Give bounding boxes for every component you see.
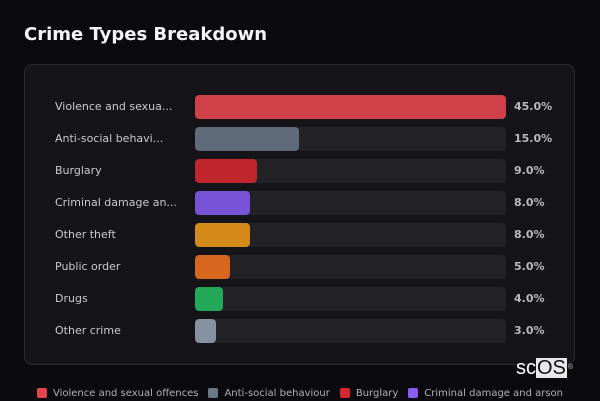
scos-logo: sc OS ®: [516, 358, 573, 378]
bar-row: Drugs 4.0%: [25, 287, 574, 311]
bar-fill[interactable]: [195, 159, 257, 183]
bar-row: Other theft 8.0%: [25, 223, 574, 247]
legend-item[interactable]: Violence and sexual offences: [36, 385, 199, 401]
bar-fill[interactable]: [195, 223, 250, 247]
legend-swatch-icon: [339, 388, 350, 398]
bar-fill[interactable]: [195, 95, 506, 119]
legend-label: Criminal damage and arson: [424, 387, 564, 399]
bar-label: Criminal damage an...: [55, 196, 177, 209]
bar-track: [195, 159, 506, 183]
bar-value: 45.0%: [514, 100, 553, 113]
bar-row: Violence and sexua... 45.0%: [25, 95, 574, 119]
legend-item[interactable]: Criminal damage and arson: [408, 385, 563, 401]
bar-track: [195, 319, 506, 343]
logo-text-box: OS: [536, 357, 567, 379]
bar-label: Anti-social behavi...: [55, 132, 164, 145]
bar-row: Anti-social behavi... 15.0%: [25, 127, 574, 151]
bar-value: 15.0%: [514, 132, 553, 145]
legend-label: Anti-social behaviour: [224, 387, 330, 399]
bar-row: Criminal damage an... 8.0%: [25, 191, 574, 215]
bar-fill[interactable]: [195, 287, 223, 311]
bar-label: Drugs: [55, 292, 88, 305]
bar-track: [195, 191, 506, 215]
bar-row: Other crime 3.0%: [25, 319, 574, 343]
bar-track: [195, 287, 506, 311]
bar-fill[interactable]: [195, 191, 250, 215]
bar-value: 9.0%: [514, 164, 545, 177]
bar-track: [195, 255, 506, 279]
bar-row: Public order 5.0%: [25, 255, 574, 279]
bar-value: 3.0%: [514, 324, 545, 337]
bar-row: Burglary 9.0%: [25, 159, 574, 183]
chart-legend: Violence and sexual offences Anti-social …: [0, 385, 600, 401]
bar-value: 8.0%: [514, 196, 545, 209]
legend-label: Burglary: [355, 387, 399, 399]
bar-label: Violence and sexua...: [55, 100, 173, 113]
legend-swatch-icon: [408, 388, 419, 398]
legend-label: Violence and sexual offences: [52, 387, 199, 399]
bar-value: 5.0%: [514, 260, 545, 273]
bar-label: Other crime: [55, 324, 121, 337]
bar-fill[interactable]: [195, 255, 230, 279]
legend-swatch-icon: [208, 388, 219, 398]
legend-swatch-icon: [36, 388, 47, 398]
bar-label: Other theft: [55, 228, 116, 241]
chart-card: Violence and sexua... 45.0% Anti-social be…: [24, 64, 575, 365]
registered-mark: ®: [567, 364, 574, 371]
bar-fill[interactable]: [195, 319, 216, 343]
legend-item[interactable]: Burglary: [339, 385, 399, 401]
bar-label: Burglary: [55, 164, 102, 177]
legend-item[interactable]: Anti-social behaviour: [208, 385, 330, 401]
logo-text-plain: sc: [516, 357, 536, 379]
bar-value: 8.0%: [514, 228, 545, 241]
bar-value: 4.0%: [514, 292, 545, 305]
bar-label: Public order: [55, 260, 121, 273]
bar-fill[interactable]: [195, 127, 299, 151]
chart-title: Crime Types Breakdown: [24, 24, 268, 45]
bar-track: [195, 223, 506, 247]
bar-track: [195, 95, 506, 119]
bar-track: [195, 127, 506, 151]
